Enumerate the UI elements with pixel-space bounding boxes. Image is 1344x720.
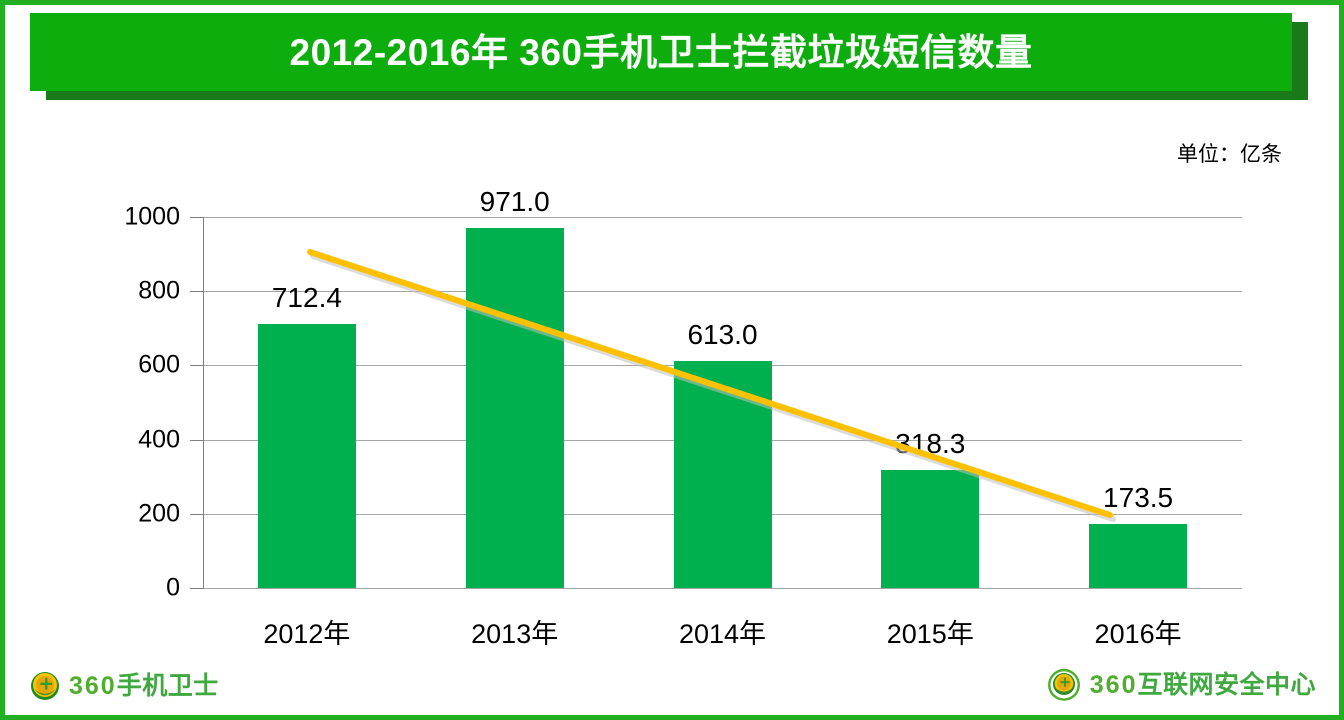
- bar-value-label: 971.0: [479, 185, 550, 217]
- 360-wreath-shield-icon: [1047, 668, 1080, 701]
- 360-shield-icon: [31, 672, 59, 700]
- x-axis-label: 2015年: [886, 619, 974, 649]
- logo-360-mobile-guard: 360手机卫士: [30, 671, 219, 701]
- logo-360-security-center: 360互联网安全中心: [1047, 668, 1316, 702]
- unit-label: 单位：亿条: [1177, 143, 1282, 166]
- logo-left-number: 360: [69, 671, 117, 700]
- logo-left-text: 360手机卫士: [69, 671, 219, 700]
- y-axis-tick: [190, 365, 203, 367]
- logo-right-name: 互联网安全中心: [1137, 670, 1316, 699]
- bar-value-label: 712.4: [271, 281, 342, 313]
- x-axis-label: 2013年: [471, 619, 559, 649]
- bar[interactable]: [465, 227, 564, 588]
- bar-value-label: 318.3: [895, 427, 966, 459]
- logo-right-number: 360: [1089, 670, 1138, 699]
- bar[interactable]: [1089, 523, 1188, 588]
- y-axis-tick: [190, 439, 203, 441]
- y-axis-line: [203, 217, 204, 589]
- page-title: 2012-2016年 360手机卫士拦截垃圾短信数量: [289, 31, 1033, 73]
- y-axis-label: 0: [166, 573, 180, 602]
- y-axis-tick: [190, 291, 203, 293]
- bar-value-label: 613.0: [687, 318, 758, 350]
- y-axis-tick: [190, 588, 203, 589]
- y-axis-label: 800: [138, 276, 180, 305]
- bar[interactable]: [881, 469, 980, 588]
- x-axis-label: 2014年: [678, 619, 767, 649]
- bar-value-label: 173.5: [1103, 481, 1174, 513]
- x-axis-label: 2016年: [1094, 619, 1182, 649]
- gridline: [203, 291, 1242, 293]
- gridline: [203, 217, 1242, 218]
- y-axis-label: 600: [138, 350, 180, 379]
- x-axis-label: 2012年: [263, 619, 351, 649]
- gridline: [203, 588, 1242, 589]
- y-axis-tick: [190, 217, 203, 218]
- y-axis-tick: [190, 513, 203, 515]
- bar[interactable]: [257, 323, 356, 588]
- y-axis-label: 200: [138, 499, 180, 528]
- bar[interactable]: [673, 360, 772, 588]
- y-axis-label: 400: [138, 425, 180, 454]
- logo-left-name: 手机卫士: [116, 671, 219, 700]
- title-bar: 2012-2016年 360手机卫士拦截垃圾短信数量: [30, 13, 1292, 91]
- logo-right-text: 360互联网安全中心: [1089, 670, 1316, 699]
- y-axis-label: 1000: [124, 202, 180, 231]
